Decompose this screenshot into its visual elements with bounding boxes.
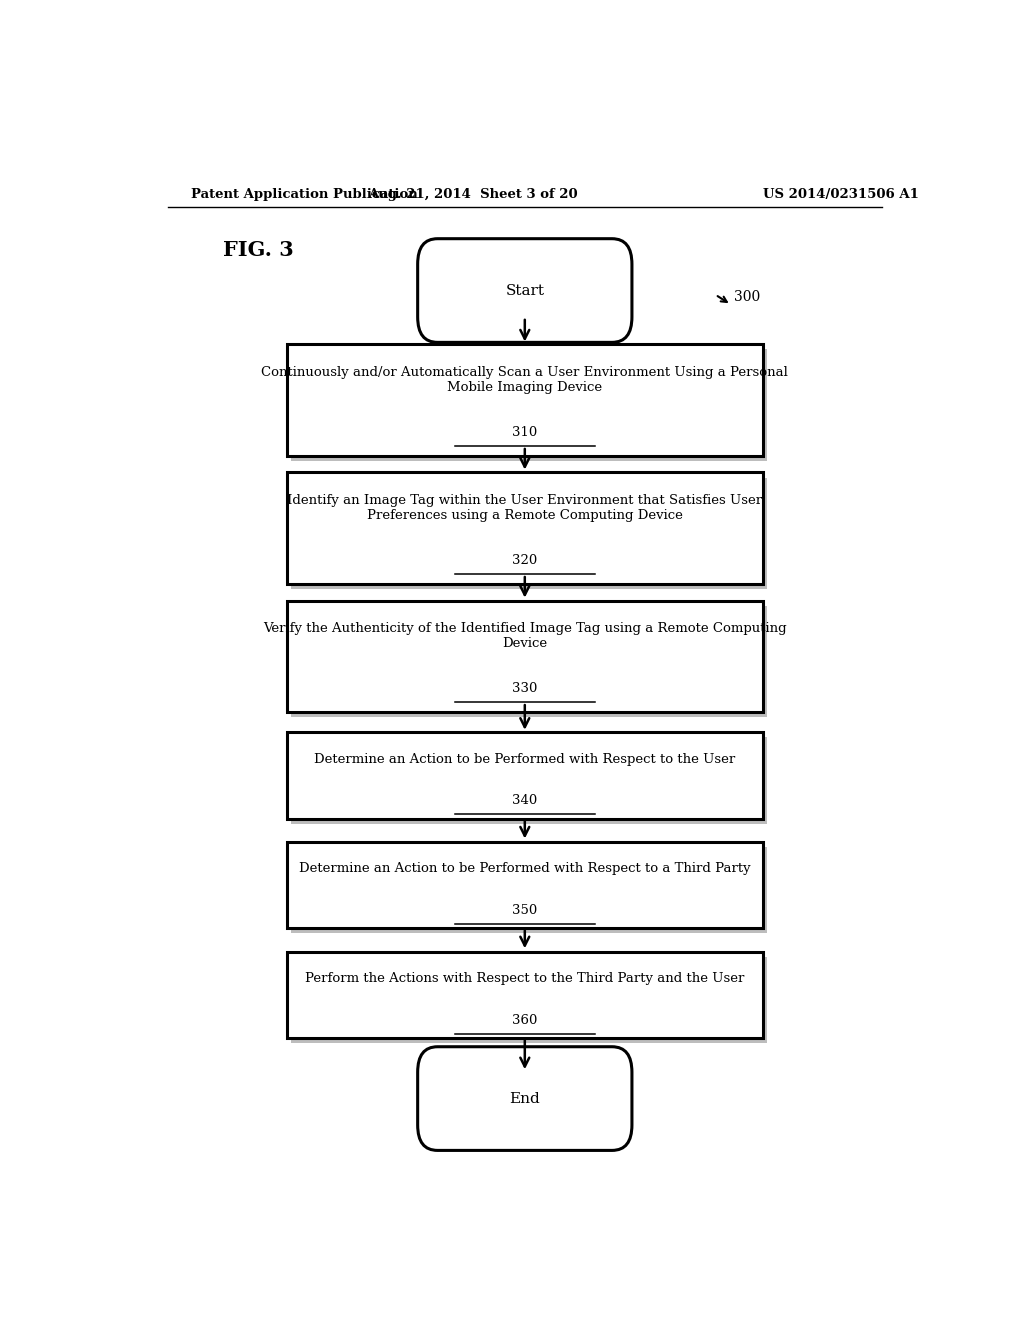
FancyBboxPatch shape [418,239,632,342]
Text: Identify an Image Tag within the User Environment that Satisfies User
Preference: Identify an Image Tag within the User En… [288,494,762,521]
FancyBboxPatch shape [291,738,767,824]
Text: US 2014/0231506 A1: US 2014/0231506 A1 [763,189,919,202]
FancyBboxPatch shape [291,606,767,718]
FancyBboxPatch shape [287,952,763,1038]
FancyBboxPatch shape [287,601,763,713]
Text: Verify the Authenticity of the Identified Image Tag using a Remote Computing
Dev: Verify the Authenticity of the Identifie… [263,622,786,651]
Text: 350: 350 [512,904,538,917]
Text: Perform the Actions with Respect to the Third Party and the User: Perform the Actions with Respect to the … [305,972,744,985]
Text: Determine an Action to be Performed with Respect to a Third Party: Determine an Action to be Performed with… [299,862,751,875]
Text: 300: 300 [733,289,760,304]
Text: End: End [509,1092,541,1106]
FancyBboxPatch shape [291,957,767,1043]
FancyBboxPatch shape [418,1047,632,1151]
Text: Aug. 21, 2014  Sheet 3 of 20: Aug. 21, 2014 Sheet 3 of 20 [369,189,578,202]
FancyBboxPatch shape [287,345,763,457]
FancyBboxPatch shape [287,842,763,928]
Text: 330: 330 [512,682,538,696]
FancyBboxPatch shape [287,733,763,818]
FancyBboxPatch shape [291,350,767,461]
Text: Determine an Action to be Performed with Respect to the User: Determine an Action to be Performed with… [314,752,735,766]
Text: 320: 320 [512,554,538,568]
FancyBboxPatch shape [287,473,763,585]
Text: Continuously and/or Automatically Scan a User Environment Using a Personal
Mobil: Continuously and/or Automatically Scan a… [261,366,788,393]
Text: 340: 340 [512,795,538,808]
FancyBboxPatch shape [291,478,767,589]
FancyBboxPatch shape [291,847,767,933]
Text: 310: 310 [512,426,538,440]
Text: Start: Start [505,284,545,297]
Text: Patent Application Publication: Patent Application Publication [191,189,418,202]
Text: FIG. 3: FIG. 3 [223,240,294,260]
Text: 360: 360 [512,1014,538,1027]
